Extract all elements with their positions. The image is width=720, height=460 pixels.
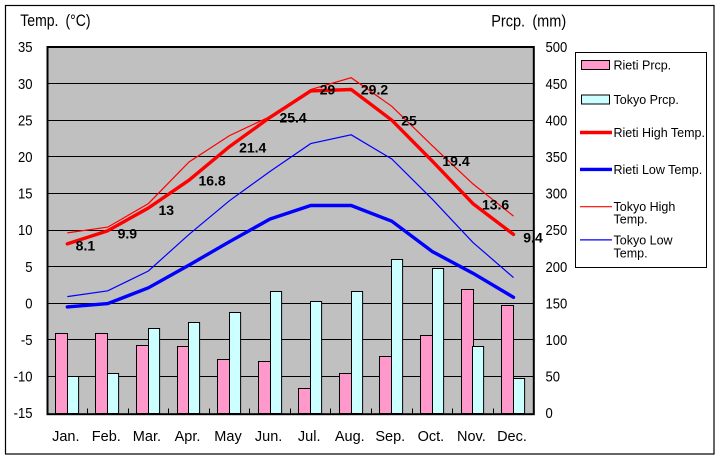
svg-text:8.1: 8.1 — [76, 237, 96, 253]
svg-text:Tokyo High: Tokyo High — [614, 200, 676, 214]
svg-text:Oct.: Oct. — [418, 429, 445, 445]
svg-text:30: 30 — [18, 76, 33, 92]
svg-text:350: 350 — [546, 149, 568, 165]
svg-text:Dec.: Dec. — [497, 429, 527, 445]
svg-text:Aug.: Aug. — [335, 429, 365, 445]
svg-text:100: 100 — [546, 332, 568, 348]
svg-text:13.6: 13.6 — [482, 197, 509, 213]
svg-text:450: 450 — [546, 76, 568, 92]
svg-text:35: 35 — [18, 40, 33, 56]
svg-text:500: 500 — [546, 40, 568, 56]
svg-text:29.2: 29.2 — [361, 81, 388, 97]
svg-text:400: 400 — [546, 113, 568, 129]
svg-text:10: 10 — [18, 223, 33, 239]
svg-text:19.4: 19.4 — [442, 153, 469, 169]
svg-text:9.9: 9.9 — [118, 225, 138, 241]
svg-text:Apr.: Apr. — [175, 429, 201, 445]
svg-text:250: 250 — [546, 223, 568, 239]
svg-text:Temp.: Temp. — [614, 213, 648, 227]
svg-text:Tokyo Low: Tokyo Low — [614, 233, 674, 247]
svg-text:Rieti Prcp.: Rieti Prcp. — [614, 59, 672, 73]
svg-text:-5: -5 — [21, 332, 33, 348]
svg-text:0: 0 — [25, 296, 33, 312]
svg-text:9.4: 9.4 — [523, 230, 543, 246]
svg-text:13: 13 — [159, 202, 175, 218]
svg-text:Prcp. (mm): Prcp. (mm) — [491, 13, 566, 31]
svg-text:Rieti High Temp.: Rieti High Temp. — [614, 126, 705, 140]
svg-text:150: 150 — [546, 296, 568, 312]
svg-text:May: May — [214, 429, 242, 445]
svg-text:-10: -10 — [14, 369, 33, 385]
svg-text:Rieti Low Temp.: Rieti Low Temp. — [614, 163, 703, 177]
svg-text:20: 20 — [18, 149, 33, 165]
svg-text:21.4: 21.4 — [239, 140, 266, 156]
svg-text:50: 50 — [546, 369, 561, 385]
svg-text:Sep.: Sep. — [375, 429, 405, 445]
svg-text:Jul.: Jul. — [298, 429, 321, 445]
svg-text:25.4: 25.4 — [279, 109, 306, 125]
svg-text:Temp.: Temp. — [614, 246, 648, 260]
svg-text:5: 5 — [25, 259, 33, 275]
svg-text:300: 300 — [546, 186, 568, 202]
svg-text:Feb.: Feb. — [92, 429, 121, 445]
svg-text:200: 200 — [546, 259, 568, 275]
svg-text:25: 25 — [401, 113, 417, 129]
svg-text:Jan.: Jan. — [52, 429, 79, 445]
svg-text:Nov.: Nov. — [457, 429, 486, 445]
svg-text:-15: -15 — [14, 406, 33, 422]
svg-text:Tokyo Prcp.: Tokyo Prcp. — [614, 93, 679, 107]
svg-text:16.8: 16.8 — [198, 173, 225, 189]
svg-text:29: 29 — [320, 81, 336, 97]
svg-text:25: 25 — [18, 113, 33, 129]
svg-text:Mar.: Mar. — [133, 429, 161, 445]
svg-text:0: 0 — [546, 406, 554, 422]
svg-text:15: 15 — [18, 186, 33, 202]
svg-text:Temp. (°C): Temp. (°C) — [20, 12, 90, 30]
svg-text:Jun.: Jun. — [255, 429, 282, 445]
